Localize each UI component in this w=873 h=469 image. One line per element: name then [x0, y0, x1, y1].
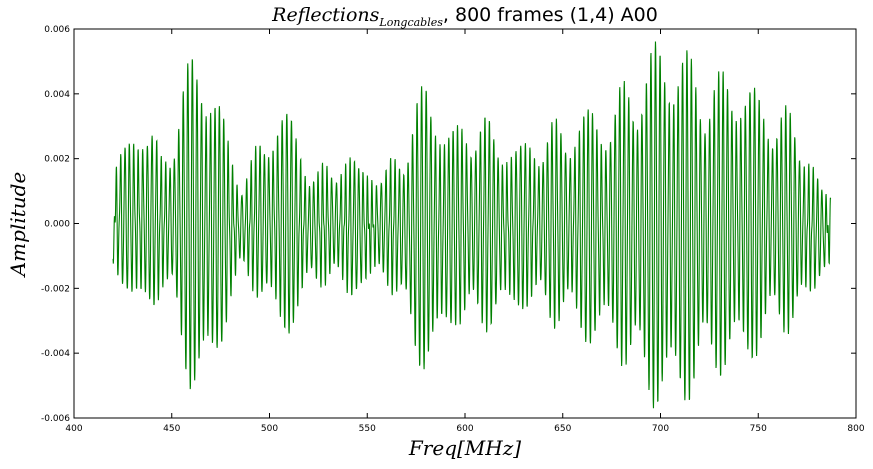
x-tick-label: 800	[847, 424, 864, 434]
y-axis: -0.006 -0.004 -0.002 0.000 0.002 0.004 0.006	[41, 25, 856, 424]
x-tick-label: 600	[456, 424, 473, 434]
y-axis-label: Amplitude	[6, 171, 30, 277]
y-tick-label: 0.006	[44, 25, 70, 35]
y-tick-label: -0.002	[41, 284, 70, 294]
y-tick-label: -0.006	[41, 414, 70, 424]
chart-title-rest: , 800 frames (1,4) A00	[442, 4, 658, 26]
y-tick-label: 0.002	[44, 155, 70, 165]
x-axis-label: Freq[MHz]	[408, 436, 522, 460]
y-tick-label: -0.004	[41, 349, 70, 359]
x-tick-label: 650	[554, 424, 571, 434]
chart-title-main: Reflections	[272, 4, 380, 26]
x-tick-label: 700	[652, 424, 669, 434]
x-tick-label: 550	[359, 424, 376, 434]
x-tick-label: 400	[65, 424, 82, 434]
y-tick-label: 0.000	[44, 220, 70, 230]
y-tick-label: 0.004	[44, 90, 70, 100]
series-line	[112, 41, 832, 409]
x-axis: 400 450 500 550 600 650 700 750 800	[65, 29, 865, 434]
plot-area	[112, 41, 832, 409]
chart-title-subscript: Longcables	[379, 16, 443, 29]
chart-title: ReflectionsLongcables, 800 frames (1,4) …	[74, 4, 856, 29]
x-tick-label: 750	[750, 424, 767, 434]
x-tick-label: 500	[261, 424, 278, 434]
x-tick-label: 450	[163, 424, 180, 434]
